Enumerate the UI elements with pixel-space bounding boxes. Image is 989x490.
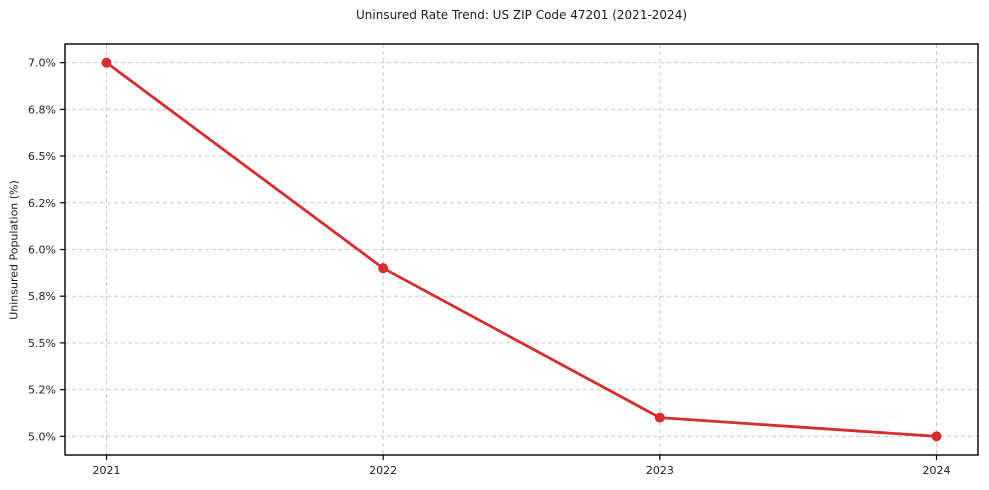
y-tick-label: 6.2% — [28, 197, 56, 210]
x-tick-label: 2024 — [923, 464, 951, 477]
y-tick-label: 5.8% — [28, 290, 56, 303]
y-tick-label: 5.2% — [28, 384, 56, 397]
x-tick-label: 2023 — [646, 464, 674, 477]
chart-title: Uninsured Rate Trend: US ZIP Code 47201 … — [355, 8, 688, 22]
y-tick-label: 7.0% — [28, 57, 56, 70]
y-tick-label: 5.5% — [28, 337, 56, 350]
y-tick-label: 6.0% — [28, 244, 56, 257]
data-point — [654, 412, 665, 423]
x-tick-label: 2021 — [93, 464, 121, 477]
y-tick-label: 5.0% — [28, 430, 56, 443]
data-line — [105, 61, 938, 438]
x-tick-label: 2022 — [369, 464, 397, 477]
y-tick-label: 6.5% — [28, 150, 56, 163]
y-tick-label: 6.8% — [28, 103, 56, 116]
data-point — [931, 431, 942, 442]
data-point — [378, 263, 389, 274]
data-point — [101, 57, 112, 68]
